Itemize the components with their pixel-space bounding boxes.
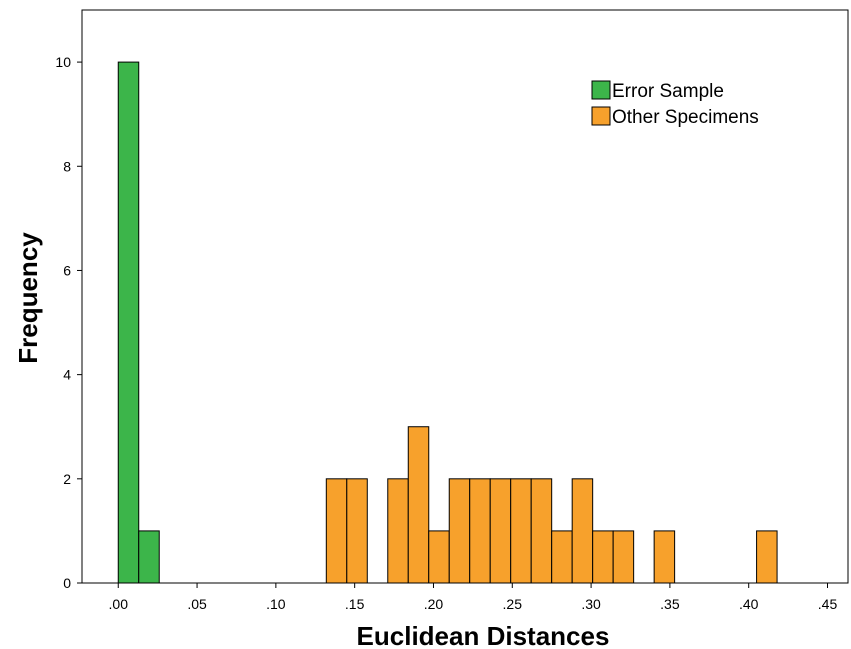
- legend-label-error-sample: Error Sample: [612, 81, 724, 102]
- bar-other-specimens-3: [407, 426, 430, 584]
- bar-other-specimens-5: [448, 478, 471, 584]
- legend-swatch-other-specimens: [591, 106, 611, 126]
- x-tick-label: .35: [660, 596, 680, 612]
- legend-swatch-error-sample: [591, 80, 611, 100]
- y-axis-title: Frequency: [13, 232, 43, 364]
- bar-other-specimens-15: [756, 530, 778, 584]
- plot-frame: [81, 9, 849, 584]
- bar-other-specimens-10: [551, 530, 573, 584]
- x-tick-label: .10: [266, 596, 286, 612]
- bar-other-specimens-7: [489, 478, 512, 584]
- legend-label-other-specimens: Other Specimens: [612, 107, 759, 128]
- y-tick-label: 10: [55, 54, 71, 70]
- bar-error-sample-1: [138, 530, 160, 584]
- bar-other-specimens-12: [592, 530, 614, 584]
- x-tick-label: .15: [345, 596, 365, 612]
- bar-other-specimens-2: [387, 478, 409, 584]
- legend: Error Sample Other Specimens: [591, 80, 759, 128]
- y-tick-label: 6: [63, 262, 71, 278]
- bar-other-specimens-13: [612, 530, 635, 584]
- y-tick-label: 0: [63, 575, 71, 591]
- bar-other-specimens-8: [510, 478, 532, 584]
- bar-other-specimens-0: [325, 478, 348, 584]
- bar-other-specimens-11: [571, 478, 594, 584]
- x-tick-label: .20: [424, 596, 444, 612]
- x-tick-label: .25: [503, 596, 523, 612]
- x-tick-label: .00: [109, 596, 129, 612]
- y-tick-label: 2: [63, 471, 71, 487]
- x-tick-label: .30: [581, 596, 601, 612]
- bar-other-specimens-4: [428, 530, 450, 584]
- bar-other-specimens-9: [530, 478, 553, 584]
- bar-other-specimens-6: [469, 478, 491, 584]
- x-tick-label: .45: [818, 596, 838, 612]
- x-tick-label: .40: [739, 596, 759, 612]
- bar-other-specimens-1: [346, 478, 368, 584]
- y-tick-label: 4: [63, 367, 71, 383]
- bars-layer: [117, 61, 778, 584]
- x-axis-title: Euclidean Distances: [357, 621, 610, 649]
- bar-other-specimens-14: [653, 530, 676, 584]
- bar-error-sample-0: [117, 61, 140, 584]
- x-tick-label: .05: [187, 596, 207, 612]
- axes-layer: 0 2 4 6 8 10 .00 .05 .10 .15 .20 .25 .30 .35 .40 .45: [55, 9, 849, 612]
- y-tick-label: 8: [63, 158, 71, 174]
